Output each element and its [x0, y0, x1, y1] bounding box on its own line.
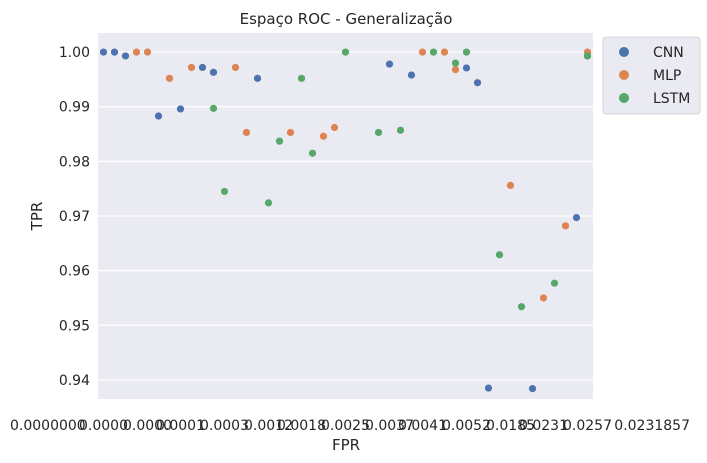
y-tick-label: 0.94 [59, 373, 90, 389]
y-tick-label: 0.95 [59, 318, 90, 334]
mlp-point [539, 294, 548, 302]
lstm-point [429, 48, 438, 56]
cnn-point [572, 214, 581, 222]
mlp-point [561, 222, 570, 230]
lstm-point [550, 279, 559, 287]
y-tick-label: 0.96 [59, 264, 90, 280]
mlp-point [451, 66, 460, 74]
mlp-point [165, 74, 174, 82]
lstm-point [495, 251, 504, 259]
mlp-point [319, 132, 328, 140]
legend-label-mlp: MLP [653, 68, 681, 84]
x-tick-label: 0.0003 [200, 418, 249, 434]
x-tick-label: 0.0185 [486, 418, 535, 434]
mlp-point [506, 181, 515, 190]
legend-label-lstm: LSTM [653, 91, 690, 107]
lstm-point [308, 149, 317, 157]
y-tick-label: 1.00 [59, 45, 90, 61]
lstm-point [396, 126, 405, 134]
lstm-point [341, 48, 350, 56]
x-tick-label-first: 0.0000000 [10, 418, 86, 434]
x-tick-label: 0.0052 [442, 418, 491, 434]
y-tick-label: 0.99 [59, 100, 90, 116]
cnn-point [209, 68, 218, 76]
x-tick-label-last: 0.0231857 [614, 418, 690, 434]
cnn-point [253, 74, 262, 82]
lstm-point [462, 48, 471, 56]
x-tick-label: 0.0041 [398, 418, 447, 434]
mlp-point [187, 63, 196, 72]
cnn-point [385, 60, 394, 68]
lstm-point [297, 74, 306, 82]
x-axis-ticks: 0.00000.00000.00010.00030.00120.00180.00… [10, 418, 690, 434]
legend-marker-cnn [619, 47, 629, 57]
mlp-point [132, 48, 141, 56]
cnn-point [121, 52, 130, 60]
legend-marker-lstm [619, 93, 629, 103]
lstm-point [209, 104, 218, 112]
chart-title: Espaço ROC - Generalização [240, 10, 453, 28]
x-axis-label: FPR [332, 436, 360, 454]
lstm-point [220, 187, 229, 196]
lstm-point [264, 199, 273, 207]
lstm-point [583, 52, 592, 60]
mlp-point [143, 48, 152, 56]
lstm-point [374, 128, 383, 137]
x-tick-label: 0.0018 [277, 418, 326, 434]
cnn-point [484, 384, 493, 392]
x-tick-label: 0.0231 [519, 418, 568, 434]
cnn-point [462, 64, 471, 72]
mlp-point [231, 63, 240, 72]
y-axis-label: TPR [28, 202, 46, 232]
x-tick-label: 0.0257 [563, 418, 612, 434]
y-tick-label: 0.97 [59, 209, 90, 225]
lstm-point [451, 59, 460, 67]
cnn-point [99, 48, 108, 56]
legend: CNN MLP LSTM [602, 36, 701, 115]
legend-label-cnn: CNN [653, 45, 684, 61]
lstm-point [517, 303, 526, 311]
cnn-point [473, 79, 482, 87]
x-tick-label: 0.0025 [321, 418, 370, 434]
mlp-point [440, 48, 449, 56]
cnn-point [528, 385, 537, 393]
lstm-point [275, 137, 284, 145]
cnn-point [198, 63, 207, 72]
x-tick-label: 0.0000 [123, 418, 172, 434]
legend-marker-mlp [619, 70, 629, 80]
cnn-point [407, 71, 416, 79]
y-tick-label: 0.98 [59, 154, 90, 170]
grid-lines [98, 51, 593, 381]
cnn-point [154, 112, 163, 120]
mlp-point [286, 128, 295, 137]
mlp-point [330, 123, 339, 132]
y-axis-ticks: 0.94 0.95 0.96 0.97 0.98 0.99 1.00 [59, 45, 90, 389]
cnn-point [110, 48, 119, 56]
x-tick-label: 0.0012 [244, 418, 293, 434]
x-tick-label: 0.0037 [365, 418, 414, 434]
mlp-point [242, 128, 251, 137]
data-points [99, 48, 592, 393]
x-tick-label: 0.0000 [79, 418, 128, 434]
x-tick-label: 0.0001 [156, 418, 205, 434]
mlp-point [418, 48, 427, 56]
cnn-point [176, 105, 185, 113]
